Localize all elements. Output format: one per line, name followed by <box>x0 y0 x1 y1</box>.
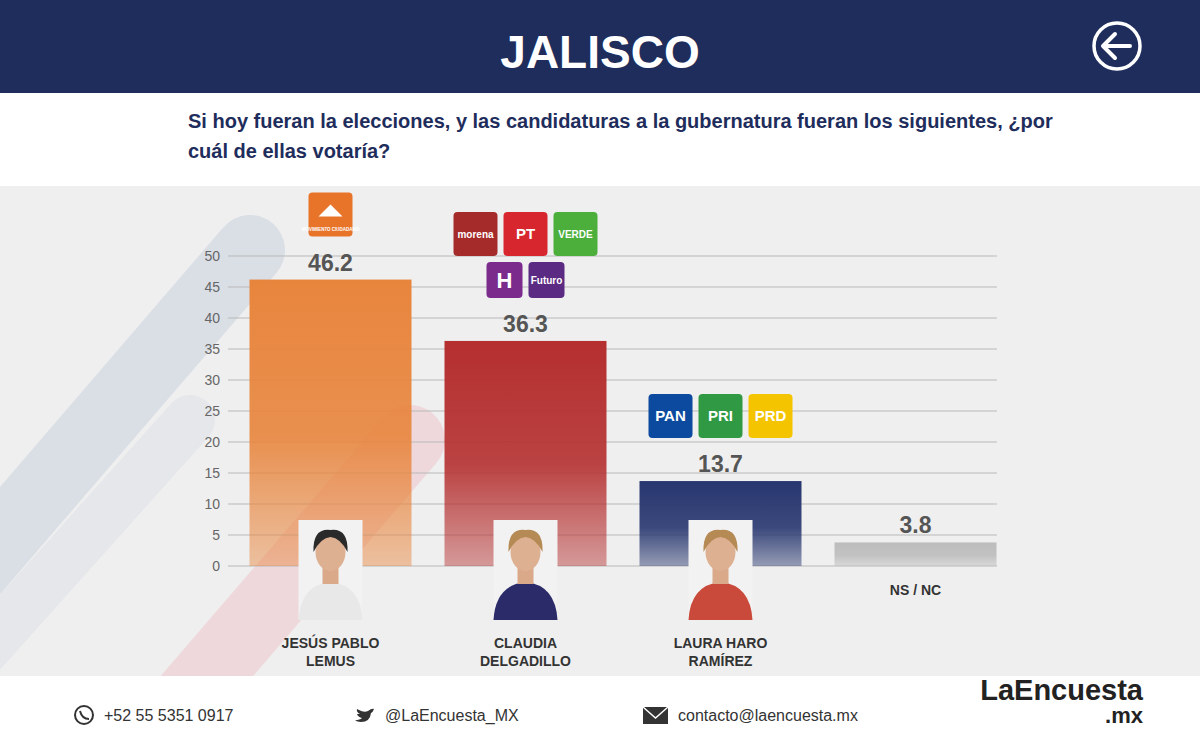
logo-box <box>454 212 498 256</box>
party-logos: MOVIMIENTO CIUDADANO morena PT VERDE H Futuro… <box>302 193 793 439</box>
logo-box <box>487 262 523 298</box>
subtitle: Si hoy fueran la elecciones, y las candi… <box>188 106 1058 166</box>
whatsapp-icon <box>80 711 89 719</box>
header <box>0 0 1200 93</box>
photo-frame <box>689 520 753 620</box>
logo-text: PT <box>516 225 535 242</box>
band <box>0 420 190 676</box>
party-logo: Futuro <box>529 262 565 298</box>
logo-text: PAN <box>655 407 686 424</box>
photo-body <box>494 582 558 620</box>
tick-label: 5 <box>212 527 220 543</box>
brand: .mx <box>1105 703 1144 728</box>
tick-label: 40 <box>204 310 220 326</box>
candidate-photo <box>494 520 558 620</box>
data-label: 13.7 <box>698 451 743 477</box>
logo-box <box>649 394 693 438</box>
mail-icon <box>643 707 668 724</box>
grid <box>228 256 997 566</box>
data-labels: 46.2 36.3 13.7 3.8 <box>308 250 932 539</box>
logo-box <box>504 212 548 256</box>
tick-label: 20 <box>204 434 220 450</box>
tick-label: 30 <box>204 372 220 388</box>
candidate-photo <box>299 520 363 620</box>
bar <box>445 341 607 566</box>
data-label: 3.8 <box>900 512 932 538</box>
logo-text: morena <box>457 229 494 240</box>
back-button[interactable] <box>1094 23 1140 69</box>
tick-label: 25 <box>204 403 220 419</box>
footer-text: @LaEncuesta_MX <box>385 707 519 725</box>
category-label: JESÚS PABLO LEMUS <box>266 634 396 670</box>
mail-icon <box>643 707 668 718</box>
back-arrow <box>1103 34 1130 58</box>
tick-label: 15 <box>204 465 220 481</box>
photo-body <box>299 582 363 620</box>
party-logo: PAN <box>649 394 693 438</box>
logo-box <box>554 212 598 256</box>
logo-symbol <box>319 205 343 217</box>
photo-hair <box>703 530 737 552</box>
logo-box <box>699 394 743 438</box>
party-logo: PRI <box>699 394 743 438</box>
footer-text: contacto@laencuesta.mx <box>678 707 858 724</box>
category-label: LAURA HARO RAMÍREZ <box>656 634 786 670</box>
data-label: 46.2 <box>308 250 353 276</box>
party-logo: MOVIMIENTO CIUDADANO <box>302 193 360 237</box>
page: JALISCO 0 5 10 15 20 25 30 35 40 45 50 46.2 36.3 13.7 3… <box>0 0 1200 750</box>
footer-text: +52 55 5351 0917 <box>104 707 234 724</box>
logo-box <box>749 394 793 438</box>
category-label: CLAUDIA DELGADILLO <box>461 634 591 670</box>
logo-text: Futuro <box>531 275 563 286</box>
party-logo: PRD <box>749 394 793 438</box>
party-logo: VERDE <box>554 212 598 256</box>
party-logo: morena <box>454 212 498 256</box>
bar <box>835 542 997 566</box>
data-label: 36.3 <box>503 311 548 337</box>
photo-frame <box>494 520 558 620</box>
brand: LaEncuesta <box>980 674 1144 706</box>
photo-body <box>689 582 753 620</box>
tick-label: 10 <box>204 496 220 512</box>
tick-label: 0 <box>212 558 220 574</box>
category-label: NS / NC <box>851 581 981 599</box>
logo-text: H <box>497 268 513 293</box>
logo-text: VERDE <box>558 229 593 240</box>
whatsapp-icon <box>75 706 93 724</box>
twitter-icon <box>355 709 374 722</box>
logo-text: PRD <box>755 407 787 424</box>
party-logo: H <box>487 262 523 298</box>
photo-hair <box>508 530 542 552</box>
tick-label: 35 <box>204 341 220 357</box>
tick-label: 50 <box>204 248 220 264</box>
y-axis: 0 5 10 15 20 25 30 35 40 45 50 <box>204 248 220 574</box>
footer: +52 55 5351 0917 @LaEncuesta_MX contacto@l… <box>75 674 1144 728</box>
logo-box <box>529 262 565 298</box>
title: JALISCO <box>500 26 699 78</box>
tick-label: 45 <box>204 279 220 295</box>
logo-text: PRI <box>708 407 733 424</box>
photo-frame <box>299 520 363 620</box>
logo-text: MOVIMIENTO CIUDADANO <box>302 227 360 232</box>
party-logo: PT <box>504 212 548 256</box>
photo-hair <box>313 530 347 552</box>
candidate-photos <box>299 520 753 620</box>
back-circle <box>1094 23 1140 69</box>
candidate-photo <box>689 520 753 620</box>
